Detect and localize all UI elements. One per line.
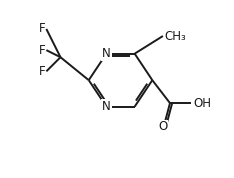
Text: O: O [158, 120, 168, 133]
Text: N: N [102, 100, 111, 113]
Text: F: F [39, 44, 45, 57]
Text: N: N [102, 47, 111, 60]
Text: OH: OH [193, 97, 211, 110]
Text: F: F [39, 65, 45, 78]
Text: F: F [39, 22, 45, 35]
Text: CH₃: CH₃ [165, 30, 186, 43]
